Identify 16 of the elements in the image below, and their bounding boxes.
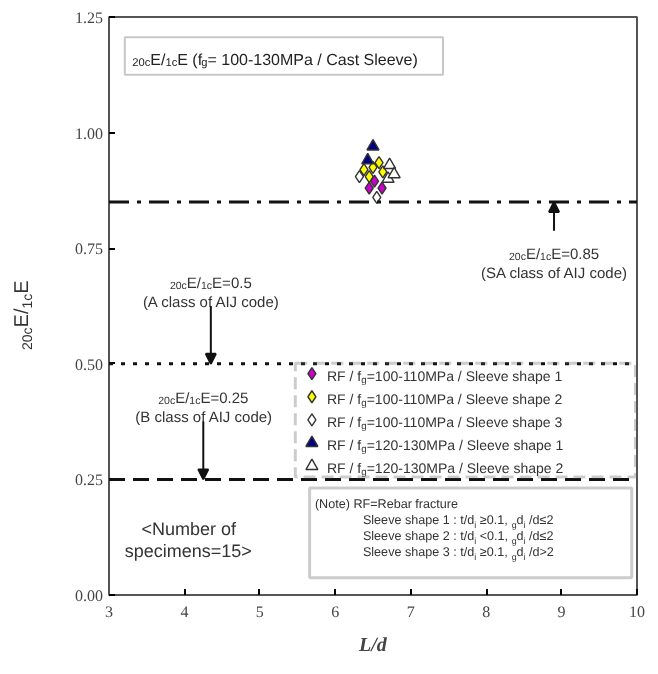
x-axis-title: L/d: [357, 635, 389, 657]
x-tick-label: 7: [406, 603, 415, 621]
y-tick-label: 0.50: [75, 355, 103, 374]
x-tick-label: 3: [105, 603, 113, 621]
x-tick-label: 9: [557, 603, 566, 621]
annotation: <Number of specimens=15>: [124, 518, 252, 562]
y-tick-label: 1.00: [75, 124, 103, 143]
x-tick-label: 10: [629, 603, 645, 621]
x-tick-label: 4: [180, 603, 189, 621]
x-tick-label: 6: [331, 603, 340, 621]
x-tick-label: 5: [255, 603, 264, 621]
y-tick-label: 0.75: [75, 240, 103, 259]
y-tick-label: 0.00: [75, 587, 103, 605]
x-tick-label: 8: [482, 603, 491, 621]
y-tick-label: 0.25: [75, 471, 103, 490]
y-tick-label: 1.25: [75, 9, 103, 27]
